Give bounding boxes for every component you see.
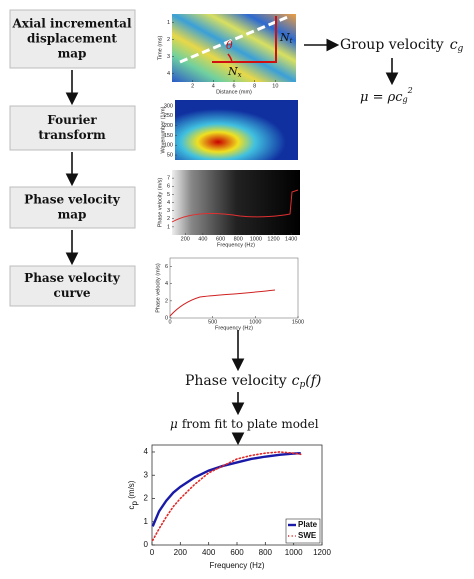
x-tick-label: 2 bbox=[191, 83, 194, 89]
x-axis-label: Distance (mm) bbox=[216, 89, 252, 95]
steps: Axial incrementaldisplacementmapFouriert… bbox=[9, 9, 136, 307]
curve bbox=[169, 289, 276, 317]
y-tick-label: 1 bbox=[167, 20, 170, 26]
y-tick-label: 7 bbox=[167, 176, 170, 182]
step-text: displacement bbox=[27, 32, 117, 46]
step-text: map bbox=[58, 47, 87, 61]
y-tick-label: 2 bbox=[167, 37, 170, 43]
x-tick-label: 600 bbox=[230, 548, 244, 557]
y-tick-label: 4 bbox=[144, 447, 149, 456]
x-axis-label: Frequency (Hz) bbox=[217, 242, 255, 248]
x-tick-label: 1200 bbox=[267, 236, 279, 242]
y-tick-label: 0 bbox=[165, 315, 168, 321]
step-text: Phase velocity bbox=[24, 271, 121, 285]
y-tick-label: 2 bbox=[144, 494, 149, 503]
y-tick-label: 5 bbox=[167, 192, 170, 198]
x-tick-label: 4 bbox=[212, 83, 215, 89]
y-axis-label: cp (m/s) bbox=[127, 480, 139, 509]
ridge-line bbox=[171, 189, 299, 223]
nt-label: Nt bbox=[279, 31, 293, 45]
y-tick-label: 50 bbox=[167, 153, 173, 159]
x-tick-label: 1500 bbox=[292, 319, 304, 325]
y-tick-label: 4 bbox=[167, 71, 170, 77]
x-tick-label: 400 bbox=[198, 236, 207, 242]
y-tick-label: 6 bbox=[165, 264, 168, 270]
y-label-unit: (m/s) bbox=[127, 480, 136, 501]
legend-label: SWE bbox=[298, 531, 317, 540]
x-tick-label: 1200 bbox=[313, 548, 331, 557]
y-axis-label: Phase velocity (m/s) bbox=[155, 263, 161, 313]
step-text: curve bbox=[54, 286, 91, 300]
x-tick-label: 800 bbox=[259, 548, 273, 557]
step-text: map bbox=[58, 208, 87, 222]
y-label-sub: p bbox=[130, 500, 139, 505]
y-label-base: c bbox=[127, 505, 136, 509]
step-text: Axial incremental bbox=[11, 17, 131, 31]
step-text: transform bbox=[38, 128, 106, 142]
y-tick-label: 3 bbox=[167, 208, 170, 214]
x-tick-label: 0 bbox=[150, 548, 155, 557]
x-axis-label: Frequency (Hz) bbox=[215, 325, 253, 331]
step-text: Fourier bbox=[47, 113, 97, 127]
step-box bbox=[9, 186, 136, 229]
series-line bbox=[151, 451, 302, 542]
y-axis-label: Wavenumber (1/m) bbox=[160, 106, 166, 153]
y-tick-label: 100 bbox=[164, 143, 173, 149]
phase-velocity-map bbox=[172, 170, 300, 235]
step-text: Phase velocity bbox=[24, 193, 121, 207]
y-tick-label: 4 bbox=[167, 200, 170, 206]
wavenumber-map bbox=[175, 100, 298, 160]
x-tick-label: 1000 bbox=[249, 319, 261, 325]
x-tick-label: 800 bbox=[234, 236, 243, 242]
y-axis-label: Time (ms) bbox=[157, 36, 163, 61]
x-tick-label: 500 bbox=[208, 319, 217, 325]
x-tick-label: 1400 bbox=[285, 236, 297, 242]
y-tick-label: 4 bbox=[165, 281, 168, 287]
y-tick-label: 2 bbox=[167, 216, 170, 222]
x-tick-label: 200 bbox=[174, 548, 188, 557]
y-tick-label: 2 bbox=[165, 298, 168, 304]
group-velocity: Group velocity cg bbox=[340, 37, 464, 54]
x-axis-label: Frequency (Hz) bbox=[209, 561, 264, 570]
wave-front bbox=[179, 14, 291, 64]
series-line bbox=[151, 451, 301, 527]
shear-modulus: μ = ρcg2 bbox=[360, 86, 413, 105]
y-tick-label: 3 bbox=[167, 54, 170, 60]
legend bbox=[285, 518, 321, 544]
x-tick-label: 200 bbox=[181, 236, 190, 242]
y-tick-label: 250 bbox=[164, 113, 173, 119]
y-tick-label: 1 bbox=[144, 517, 149, 526]
y-tick-label: 1 bbox=[167, 224, 170, 230]
y-tick-label: 150 bbox=[164, 133, 173, 139]
y-axis-label: Phase velocity (m/s) bbox=[157, 178, 163, 228]
phase-velocity: Phase velocity cp(f) bbox=[185, 373, 321, 390]
x-tick-label: 600 bbox=[216, 236, 225, 242]
x-tick-label: 0 bbox=[168, 319, 171, 325]
x-tick-label: 6 bbox=[232, 83, 235, 89]
x-tick-label: 1000 bbox=[250, 236, 262, 242]
nx-label: Nx bbox=[227, 65, 242, 79]
legend-label: Plate bbox=[298, 520, 318, 529]
x-tick-label: 8 bbox=[253, 83, 256, 89]
x-tick-label: 400 bbox=[202, 548, 216, 557]
fit-note: μ from fit to plate model bbox=[170, 417, 319, 431]
y-tick-label: 200 bbox=[164, 123, 173, 129]
x-tick-label: 10 bbox=[272, 83, 278, 89]
step-box bbox=[9, 105, 136, 151]
theta: θ bbox=[226, 39, 233, 52]
step-box bbox=[9, 9, 136, 69]
y-tick-label: 6 bbox=[167, 184, 170, 190]
y-tick-label: 300 bbox=[164, 103, 173, 109]
triangle bbox=[212, 16, 277, 63]
y-tick-label: 3 bbox=[144, 470, 149, 479]
y-tick-label: 0 bbox=[144, 540, 149, 549]
x-tick-label: 1000 bbox=[285, 548, 303, 557]
angle-arc bbox=[227, 53, 233, 63]
step-box bbox=[9, 265, 136, 307]
curve-plot bbox=[169, 257, 299, 319]
